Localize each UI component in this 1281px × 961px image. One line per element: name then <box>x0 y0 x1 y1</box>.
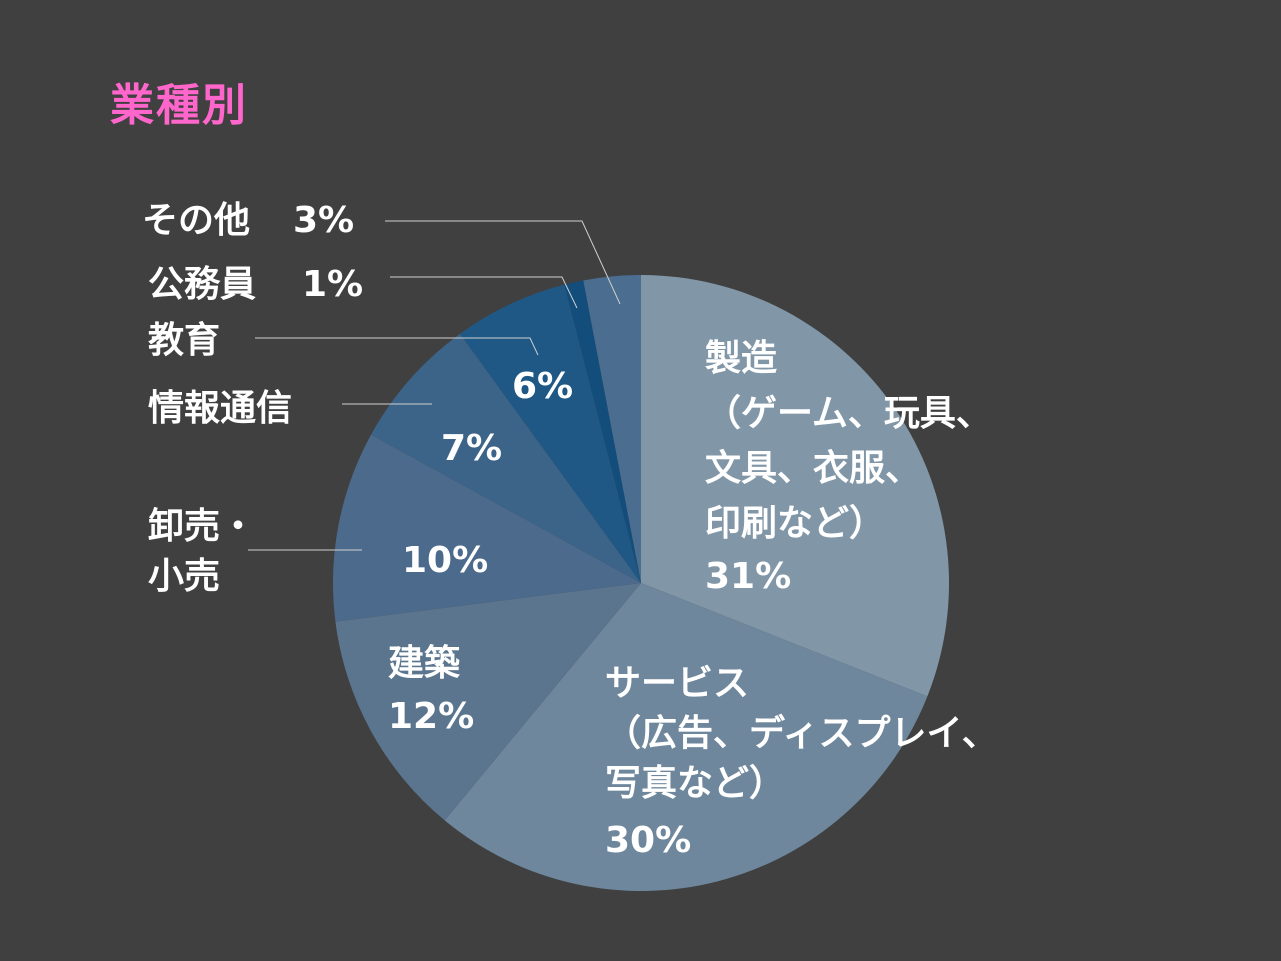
slice-percent-manufacturing: 31% <box>705 556 791 597</box>
pie-slices <box>333 275 949 892</box>
slice-percent-education: 6% <box>512 366 573 407</box>
slice-percent-other: 3% <box>293 200 354 241</box>
slice-label-manufacturing: 印刷など） <box>705 503 885 544</box>
leader-line-other <box>385 220 621 305</box>
pie-slice-manufacturing <box>641 275 949 697</box>
slice-label-wholesale-retail: 小売 <box>148 556 220 597</box>
leader-lines <box>248 220 621 551</box>
slice-label-services: サービス <box>605 663 749 704</box>
slice-label-manufacturing: 製造 <box>705 338 777 379</box>
slice-label-construction: 建築 <box>388 643 461 684</box>
chart-title: 業種別 <box>110 80 248 131</box>
slice-label-wholesale-retail: 卸売・ <box>148 506 256 547</box>
slice-label-civil-servant: 公務員 <box>148 264 256 305</box>
pie-slice-civil-servant <box>564 280 641 583</box>
leader-line-education <box>255 337 539 356</box>
pie-slice-other <box>583 275 641 583</box>
slice-percent-civil-servant: 1% <box>302 264 363 305</box>
pie-slice-wholesale-retail <box>333 434 641 622</box>
pie-slice-education <box>459 284 641 583</box>
leader-line-civil-servant <box>390 276 578 309</box>
pie-slice-services <box>444 583 928 892</box>
slice-percent-it-telecom: 7% <box>441 428 502 469</box>
slice-percent-services: 30% <box>605 820 691 861</box>
slice-label-services: （広告、ディスプレイ、 <box>605 712 998 754</box>
slice-label-education: 教育 <box>148 320 220 361</box>
pie-labels: 製造 （ゲーム、玩具、文具、衣服、印刷など） 31% サービス （広告、ディスプレイ、写… <box>142 200 998 861</box>
slice-label-it-telecom: 情報通信 <box>148 388 292 429</box>
slice-label-manufacturing: 文具、衣服、 <box>705 448 921 489</box>
slice-percent-wholesale-retail: 10% <box>402 540 488 581</box>
slice-label-services: 写真など） <box>605 763 785 804</box>
pie-slice-it-telecom <box>371 333 641 583</box>
slice-label-manufacturing: （ゲーム、玩具、 <box>705 393 992 434</box>
pie-slice-construction <box>335 583 641 821</box>
slice-percent-construction: 12% <box>388 696 474 737</box>
slice-label-other: その他 <box>142 200 250 241</box>
